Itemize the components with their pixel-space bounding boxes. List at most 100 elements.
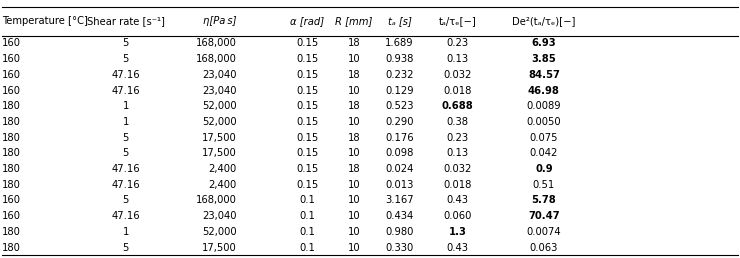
Text: 70.47: 70.47 (528, 211, 559, 221)
Text: 0.232: 0.232 (386, 70, 414, 80)
Text: 0.9: 0.9 (535, 164, 553, 174)
Text: 3.167: 3.167 (386, 196, 414, 205)
Text: 180: 180 (2, 133, 21, 143)
Text: 0.024: 0.024 (386, 164, 414, 174)
Text: 5: 5 (123, 243, 129, 253)
Text: 0.13: 0.13 (446, 54, 468, 64)
Text: 10: 10 (347, 211, 360, 221)
Text: 168,000: 168,000 (196, 54, 237, 64)
Text: 18: 18 (347, 133, 360, 143)
Text: 47.16: 47.16 (112, 180, 140, 190)
Text: 0.15: 0.15 (296, 70, 318, 80)
Text: 160: 160 (2, 196, 21, 205)
Text: 5.78: 5.78 (531, 196, 556, 205)
Text: 5: 5 (123, 133, 129, 143)
Text: 10: 10 (347, 227, 360, 237)
Text: 2,400: 2,400 (209, 164, 237, 174)
Text: 0.1: 0.1 (299, 211, 315, 221)
Text: 0.43: 0.43 (446, 196, 468, 205)
Text: 0.15: 0.15 (296, 54, 318, 64)
Text: 0.980: 0.980 (386, 227, 414, 237)
Text: 17,500: 17,500 (202, 243, 237, 253)
Text: 168,000: 168,000 (196, 38, 237, 49)
Text: 0.688: 0.688 (442, 101, 473, 111)
Text: 0.15: 0.15 (296, 148, 318, 158)
Text: 5: 5 (123, 148, 129, 158)
Text: tₐ/τₑ[−]: tₐ/τₑ[−] (438, 16, 477, 26)
Text: De²(tₐ/τₑ)[−]: De²(tₐ/τₑ)[−] (512, 16, 576, 26)
Text: 17,500: 17,500 (202, 148, 237, 158)
Text: 180: 180 (2, 180, 21, 190)
Text: 52,000: 52,000 (202, 117, 237, 127)
Text: 0.38: 0.38 (446, 117, 468, 127)
Text: 0.23: 0.23 (446, 133, 468, 143)
Text: 3.85: 3.85 (531, 54, 556, 64)
Text: 23,040: 23,040 (202, 70, 237, 80)
Text: 6.93: 6.93 (531, 38, 556, 49)
Text: 0.1: 0.1 (299, 227, 315, 237)
Text: 1: 1 (123, 117, 129, 127)
Text: η[Pa s]: η[Pa s] (204, 16, 237, 26)
Text: 0.018: 0.018 (443, 180, 471, 190)
Text: 0.098: 0.098 (386, 148, 414, 158)
Text: 0.15: 0.15 (296, 101, 318, 111)
Text: 1.3: 1.3 (448, 227, 466, 237)
Text: 0.23: 0.23 (446, 38, 468, 49)
Text: 0.13: 0.13 (446, 148, 468, 158)
Text: 0.938: 0.938 (386, 54, 414, 64)
Text: 84.57: 84.57 (528, 70, 560, 80)
Text: 10: 10 (347, 180, 360, 190)
Text: 160: 160 (2, 54, 21, 64)
Text: 0.15: 0.15 (296, 164, 318, 174)
Text: 10: 10 (347, 117, 360, 127)
Text: 5: 5 (123, 38, 129, 49)
Text: 0.1: 0.1 (299, 196, 315, 205)
Text: 160: 160 (2, 38, 21, 49)
Text: 2,400: 2,400 (209, 180, 237, 190)
Text: 0.0089: 0.0089 (527, 101, 561, 111)
Text: 0.129: 0.129 (386, 86, 414, 95)
Text: 0.15: 0.15 (296, 86, 318, 95)
Text: 10: 10 (347, 54, 360, 64)
Text: α [rad]: α [rad] (290, 16, 324, 26)
Text: 0.290: 0.290 (386, 117, 414, 127)
Text: 0.042: 0.042 (530, 148, 558, 158)
Text: 0.063: 0.063 (530, 243, 558, 253)
Text: 180: 180 (2, 117, 21, 127)
Text: 23,040: 23,040 (202, 211, 237, 221)
Text: 0.15: 0.15 (296, 38, 318, 49)
Text: 0.013: 0.013 (386, 180, 414, 190)
Text: 180: 180 (2, 101, 21, 111)
Text: 180: 180 (2, 227, 21, 237)
Text: tₐ [s]: tₐ [s] (388, 16, 411, 26)
Text: 0.032: 0.032 (443, 70, 471, 80)
Text: 1.689: 1.689 (386, 38, 414, 49)
Text: 180: 180 (2, 243, 21, 253)
Text: 0.018: 0.018 (443, 86, 471, 95)
Text: 1: 1 (123, 101, 129, 111)
Text: 10: 10 (347, 86, 360, 95)
Text: 52,000: 52,000 (202, 227, 237, 237)
Text: 180: 180 (2, 148, 21, 158)
Text: 160: 160 (2, 70, 21, 80)
Text: 0.43: 0.43 (446, 243, 468, 253)
Text: 0.1: 0.1 (299, 243, 315, 253)
Text: 1: 1 (123, 227, 129, 237)
Text: 23,040: 23,040 (202, 86, 237, 95)
Text: Shear rate [s⁻¹]: Shear rate [s⁻¹] (87, 16, 165, 26)
Text: 0.060: 0.060 (443, 211, 471, 221)
Text: 46.98: 46.98 (528, 86, 560, 95)
Text: 0.15: 0.15 (296, 180, 318, 190)
Text: 0.523: 0.523 (386, 101, 414, 111)
Text: Temperature [°C]: Temperature [°C] (2, 16, 88, 26)
Text: R [mm]: R [mm] (335, 16, 372, 26)
Text: 18: 18 (347, 38, 360, 49)
Text: 0.032: 0.032 (443, 164, 471, 174)
Text: 47.16: 47.16 (112, 86, 140, 95)
Text: 180: 180 (2, 164, 21, 174)
Text: 160: 160 (2, 86, 21, 95)
Text: 17,500: 17,500 (202, 133, 237, 143)
Text: 52,000: 52,000 (202, 101, 237, 111)
Text: 0.075: 0.075 (530, 133, 558, 143)
Text: 0.15: 0.15 (296, 117, 318, 127)
